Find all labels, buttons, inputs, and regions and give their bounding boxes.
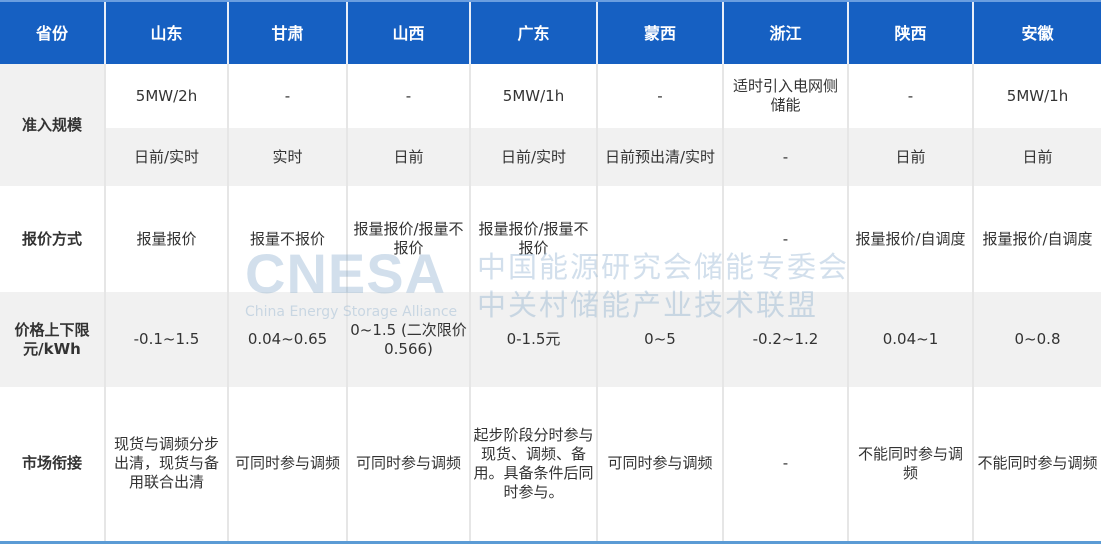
- table-cell: 0~5: [596, 292, 723, 387]
- table-cell: 日前: [972, 128, 1101, 186]
- table-cell: -: [227, 64, 347, 128]
- table-cell: -: [346, 64, 470, 128]
- header-province-cell: 山东: [104, 0, 228, 64]
- market-row: 市场衔接 现货与调频分步出清，现货与备用联合出清 可同时参与调频 可同时参与调频 起步…: [0, 387, 1101, 544]
- table-cell: 0.04~0.65: [227, 292, 347, 387]
- table-cell: 0~1.5 (二次限价0.566): [346, 292, 470, 387]
- header-province: 省份: [0, 0, 105, 64]
- table-cell: 不能同时参与调频: [847, 387, 973, 544]
- header-province-cell: 安徽: [972, 0, 1101, 64]
- row-label-bidding: 报价方式: [21, 229, 82, 248]
- table-cell: 5MW/1h: [469, 64, 597, 128]
- table-cell: 实时: [227, 128, 347, 186]
- header-province-cell: 陕西: [847, 0, 973, 64]
- row-label-market: 市场衔接: [0, 387, 105, 544]
- table-cell: 日前/实时: [469, 128, 597, 186]
- table-cell: 日前: [346, 128, 470, 186]
- table-cell: [596, 186, 723, 292]
- header-province-cell: 广东: [469, 0, 597, 64]
- table-cell: -: [722, 387, 848, 544]
- table-cell: 适时引入电网侧储能: [722, 64, 848, 128]
- table-cell: 可同时参与调频: [346, 387, 470, 544]
- table-cell: 0.04~1: [847, 292, 973, 387]
- header-province-cell: 浙江: [722, 0, 848, 64]
- table-cell: 报量报价/自调度: [972, 186, 1101, 292]
- header-province-cell: 山西: [346, 0, 470, 64]
- table-cell: 5MW/2h: [104, 64, 228, 128]
- table-cell: -: [722, 186, 848, 292]
- table-cell: 起步阶段分时参与现货、调频、备用。具备条件后同时参与。: [469, 387, 597, 544]
- admission-row-1: 准入规模 5MW/2h - -5MW/1h - 适时引入电网侧储能 -5MW/1h: [0, 64, 1101, 186]
- table-cell: 日前/实时: [104, 128, 228, 186]
- price-label-text: 价格上下限元/kWh: [14, 320, 90, 358]
- table-cell: 不能同时参与调频: [972, 387, 1101, 544]
- table-cell: -: [596, 64, 723, 128]
- table-cell: -0.2~1.2: [722, 292, 848, 387]
- table-cell: 报量报价: [104, 186, 228, 292]
- price-row: 价格上下限元/kWh -0.1~1.5 0.04~0.65 0~1.5 (二次限价0…: [0, 292, 1101, 387]
- bidding-row: 报价方式 报量报价 报量不报价 报量报价/报量不报价 报量报价/报量不报价 - 报量报价/…: [0, 186, 1101, 292]
- table-cell: -: [722, 128, 848, 186]
- header-province-cell: 甘肃: [227, 0, 347, 64]
- table-cell: 0~0.8: [972, 292, 1101, 387]
- table-cell: 报量报价/自调度: [847, 186, 973, 292]
- table-cell: 可同时参与调频: [227, 387, 347, 544]
- header-row: 省份 山东 甘肃 山西 广东 蒙西 浙江 陕西 安徽: [0, 0, 1101, 64]
- table-cell: -0.1~1.5: [104, 292, 228, 387]
- table-cell: 可同时参与调频: [596, 387, 723, 544]
- table-cell: 日前: [847, 128, 973, 186]
- row-label-price: 价格上下限元/kWh: [0, 292, 105, 387]
- table-cell: 现货与调频分步出清，现货与备用联合出清: [104, 387, 228, 544]
- row-label-admission: 准入规模: [0, 64, 105, 186]
- table-cell: 报量报价/报量不报价: [469, 186, 597, 292]
- table-cell: -: [847, 64, 973, 128]
- table-cell: 日前预出清/实时: [596, 128, 723, 186]
- table-cell: 报量不报价: [227, 186, 347, 292]
- table-cell: 0-1.5元: [469, 292, 597, 387]
- header-province-cell: 蒙西: [596, 0, 723, 64]
- table-cell: 5MW/1h: [972, 64, 1101, 128]
- admission-row-2: 日前/实时 实时 日前 日前/实时 日前预出清/实时 - 日前 日前: [0, 128, 1101, 186]
- table-cell: 报量报价/报量不报价: [346, 186, 470, 292]
